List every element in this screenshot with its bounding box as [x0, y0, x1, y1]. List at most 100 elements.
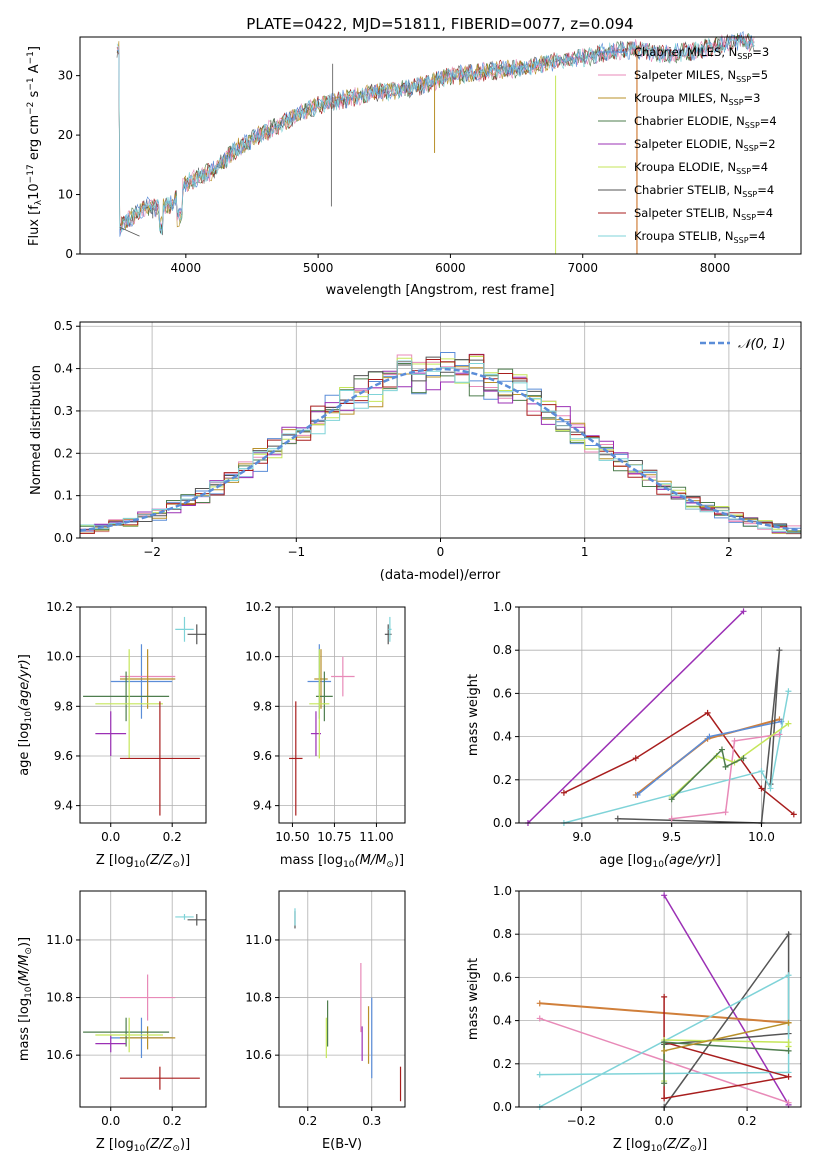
weight-vs-age-marker — [740, 755, 747, 762]
age-vs-z-ytick-label: 9.6 — [54, 749, 73, 763]
spectrum-ylabel: Flux [fλ10−17 erg cm−2 s−1 A−1] — [26, 46, 44, 246]
mass-vs-z-ytick-label: 10.8 — [46, 991, 73, 1005]
weight-vs-age-marker — [722, 763, 729, 770]
weight-vs-age-marker — [560, 789, 567, 796]
normal-curve — [79, 367, 802, 532]
weight-vs-age-marker — [740, 608, 747, 615]
mass-vs-ebv-ytick-label: 10.8 — [245, 991, 272, 1005]
weight-vs-z-xtick-label: 0.2 — [738, 1114, 757, 1128]
weight-vs-z-line-kroupa_miles — [663, 1022, 789, 1052]
weight-vs-age-marker — [731, 737, 738, 744]
mass-vs-z-xtick-label: 0.0 — [101, 1114, 120, 1128]
mass-vs-ebv-xtick-label: 0.3 — [362, 1114, 381, 1128]
age-vs-z-panel: 0.0 0.29.49.69.810.010.2 Z [log10(Z/Z⊙)] … — [17, 600, 207, 870]
weight-vs-age-marker — [704, 709, 711, 716]
legend-entry: Kroupa MILES, NSSP=3 — [634, 91, 760, 107]
legend-entry: Salpeter MILES, NSSP=5 — [634, 68, 768, 84]
weight-vs-age-ytick-label: 0.2 — [493, 773, 512, 787]
age-vs-mass-xtick-label: 11.00 — [359, 830, 393, 844]
legend-entry: Kroupa ELODIE, NSSP=4 — [634, 160, 768, 176]
spectrum-ytick-label: 0 — [65, 247, 73, 261]
mass-vs-z-ytick-label: 11.0 — [46, 933, 73, 947]
age-vs-z-ytick-label: 10.2 — [46, 600, 73, 614]
mass-vs-z-ytick-label: 10.6 — [46, 1048, 73, 1062]
mass-vs-z-panel: 0.0 0.2 10.6 10.8 11.0 Z [log10(Z/Z⊙)] mass … — [17, 890, 207, 1154]
spectrum-xtick-label: 8000 — [700, 261, 731, 275]
histogram-ylabel: Normed distribution — [29, 365, 44, 495]
mass-vs-ebv-ytick-label: 11.0 — [245, 933, 272, 947]
weight-vs-age-frame — [518, 606, 802, 824]
age-vs-z-xtick-label: 0.2 — [163, 830, 182, 844]
weight-vs-age-marker — [790, 811, 797, 818]
age-vs-z-frame — [79, 606, 207, 824]
spectrum-line-salpeter_miles — [116, 34, 755, 235]
weight-vs-z-marker — [785, 1073, 792, 1080]
histogram-ytick-label: 0.4 — [54, 362, 73, 376]
age-vs-mass-frame — [278, 606, 406, 824]
mass-vs-ebv-ytick-label: 10.6 — [245, 1048, 272, 1062]
weight-vs-z-marker — [785, 1099, 792, 1106]
legend-entry: Salpeter ELODIE, NSSP=2 — [634, 137, 776, 153]
spectrum-line-kroupa_stelib — [116, 33, 755, 235]
weight-vs-z-marker — [661, 892, 668, 899]
age-vs-z-ytick-label: 9.8 — [54, 699, 73, 713]
mass-vs-z-xtick-label: 0.2 — [163, 1114, 182, 1128]
age-vs-mass-xtick-label: 10.75 — [317, 830, 351, 844]
histogram-ytick-label: 0.3 — [54, 404, 73, 418]
weight-vs-z-ytick-label: 0.4 — [493, 1014, 512, 1028]
weight-vs-age-line-chabrier_elodie — [671, 748, 744, 800]
mass-vs-ebv-xtick-label: 0.2 — [298, 1114, 317, 1128]
weight-vs-age-marker — [668, 796, 675, 803]
weight-vs-z-marker — [661, 993, 668, 1000]
weight-vs-z-marker — [661, 1080, 668, 1087]
weight-vs-age-xtick-label: 9.0 — [572, 830, 591, 844]
histogram-ytick-label: 0.0 — [54, 531, 73, 545]
spectrum-legend: Chabrier MILES, NSSP=3 Salpeter MILES, NS… — [598, 45, 777, 245]
age-vs-mass-ytick-label: 10.0 — [245, 650, 272, 664]
age-vs-z-xlabel: Z [log10(Z/Z⊙)] — [96, 853, 190, 870]
age-vs-z-xtick-label: 0.0 — [101, 830, 120, 844]
weight-vs-z-marker — [536, 1015, 543, 1022]
weight-vs-age-marker — [722, 809, 729, 816]
weight-vs-z-frame — [518, 890, 802, 1108]
mass-vs-z-xlabel: Z [log10(Z/Z⊙)] — [96, 1137, 190, 1154]
weight-vs-age-marker — [718, 746, 725, 753]
weight-vs-age-panel: 9.0 9.5 10.0 0.0 0.2 0.4 0.6 0.8 1.0 age [log10(… — [466, 600, 802, 870]
weight-vs-age-marker — [785, 720, 792, 727]
legend-entry: Kroupa STELIB, NSSP=4 — [634, 229, 765, 245]
weight-vs-age-ytick-label: 1.0 — [493, 600, 512, 614]
age-vs-z-ytick-label: 9.4 — [54, 799, 73, 813]
spectrum-xtick-label: 6000 — [435, 261, 466, 275]
weight-vs-z-ytick-label: 0.2 — [493, 1057, 512, 1071]
weight-vs-age-marker — [634, 791, 641, 798]
weight-vs-z-xtick-label: 0.0 — [655, 1114, 674, 1128]
weight-vs-age-marker — [706, 733, 713, 740]
weight-vs-z-line-salpeter_elodie — [663, 894, 790, 1106]
age-vs-z-ytick-label: 10.0 — [46, 650, 73, 664]
histogram-xtick-label: 1 — [581, 545, 589, 559]
weight-vs-z-marker — [661, 1095, 668, 1102]
mass-vs-z-ylabel: mass [log10(M/M⊙)] — [17, 937, 34, 1061]
weight-vs-z-ylabel: mass weight — [466, 958, 481, 1040]
legend-entry: Chabrier MILES, NSSP=3 — [634, 45, 769, 61]
spectrum-xtick-label: 7000 — [567, 261, 598, 275]
weight-vs-age-xlabel: age [log10(age/yr)] — [599, 853, 721, 870]
weight-vs-age-ytick-label: 0.4 — [493, 730, 512, 744]
weight-vs-z-marker — [661, 1047, 668, 1054]
weight-vs-age-ytick-label: 0.0 — [493, 816, 512, 830]
legend-entry: Chabrier ELODIE, NSSP=4 — [634, 114, 777, 130]
weight-vs-z-marker — [536, 1000, 543, 1007]
histogram-xtick-label: −2 — [143, 545, 161, 559]
spectrum-title: PLATE=0422, MJD=51811, FIBERID=0077, z=0… — [246, 15, 633, 33]
weight-vs-z-marker — [785, 1047, 792, 1054]
age-vs-mass-panel: 10.50 10.75 11.00 9.4 9.6 9.8 10.0 10.2 mass [l… — [245, 600, 406, 870]
weight-vs-age-xtick-label: 9.5 — [662, 830, 681, 844]
spectrum-feature — [119, 226, 140, 237]
weight-vs-z-xlabel: Z [log10(Z/Z⊙)] — [613, 1137, 707, 1154]
histogram-legend: 𝒩(0, 1) — [700, 337, 785, 352]
mass-vs-ebv-xlabel: E(B-V) — [322, 1137, 362, 1152]
histogram-ytick-label: 0.1 — [54, 489, 73, 503]
age-vs-mass-xlabel: mass [log10(M/M⊙)] — [280, 853, 404, 870]
age-vs-mass-ytick-label: 9.6 — [253, 749, 272, 763]
weight-vs-age-ytick-label: 0.8 — [493, 643, 512, 657]
